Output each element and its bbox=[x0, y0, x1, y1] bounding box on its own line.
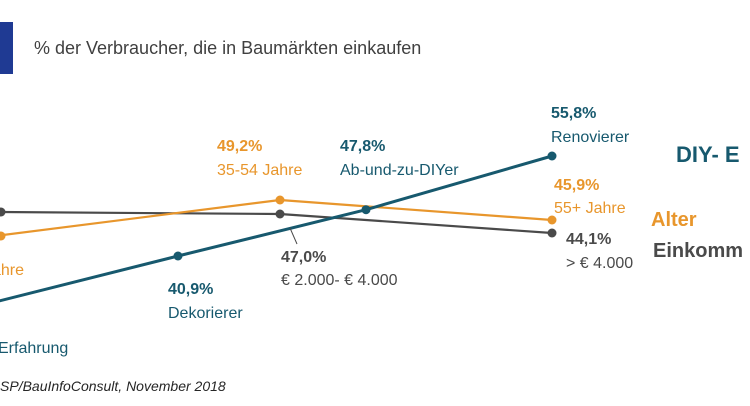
data-point bbox=[0, 207, 6, 217]
chart-title: % der Verbraucher, die in Baumärkten ein… bbox=[34, 38, 422, 58]
data-label-value: 49,2% bbox=[217, 138, 262, 155]
data-point bbox=[547, 151, 557, 161]
data-label-category: > € 4.000 bbox=[566, 255, 633, 272]
series-line-diy-e bbox=[0, 154, 553, 303]
title-accent-bar bbox=[0, 22, 13, 74]
source-note: SP/BauInfoConsult, November 2018 bbox=[0, 378, 226, 394]
data-point bbox=[275, 209, 285, 219]
data-label-category: Erfahrung bbox=[0, 340, 68, 357]
data-label-value: 40,9% bbox=[168, 281, 213, 298]
data-label-category: Renovierer bbox=[551, 129, 630, 146]
data-point bbox=[275, 195, 285, 205]
data-point bbox=[173, 251, 183, 261]
data-label-value: 47,8% bbox=[340, 138, 385, 155]
data-label-value: 45,9% bbox=[554, 177, 599, 194]
data-label-category: 35-54 Jahre bbox=[217, 162, 302, 179]
data-label-value: 44,1% bbox=[566, 231, 611, 248]
data-point bbox=[547, 215, 557, 225]
data-label-category: € 2.000- € 4.000 bbox=[281, 272, 398, 289]
data-point bbox=[361, 205, 371, 215]
data-label-category: Dekorierer bbox=[168, 305, 243, 322]
data-label-category: ahre bbox=[0, 262, 24, 279]
data-label-category: 55+ Jahre bbox=[554, 200, 626, 217]
data-point bbox=[547, 228, 557, 238]
series-name-label: Alter bbox=[651, 209, 697, 231]
leader-line bbox=[289, 227, 298, 245]
series-name-label: DIY- E bbox=[676, 142, 740, 167]
series-name-label: Einkomm bbox=[653, 240, 743, 262]
data-point bbox=[0, 231, 6, 241]
data-label-value: 47,0% bbox=[281, 249, 326, 266]
data-label-value: 55,8% bbox=[551, 105, 596, 122]
data-label-category: Ab-und-zu-DIYer bbox=[340, 162, 459, 179]
